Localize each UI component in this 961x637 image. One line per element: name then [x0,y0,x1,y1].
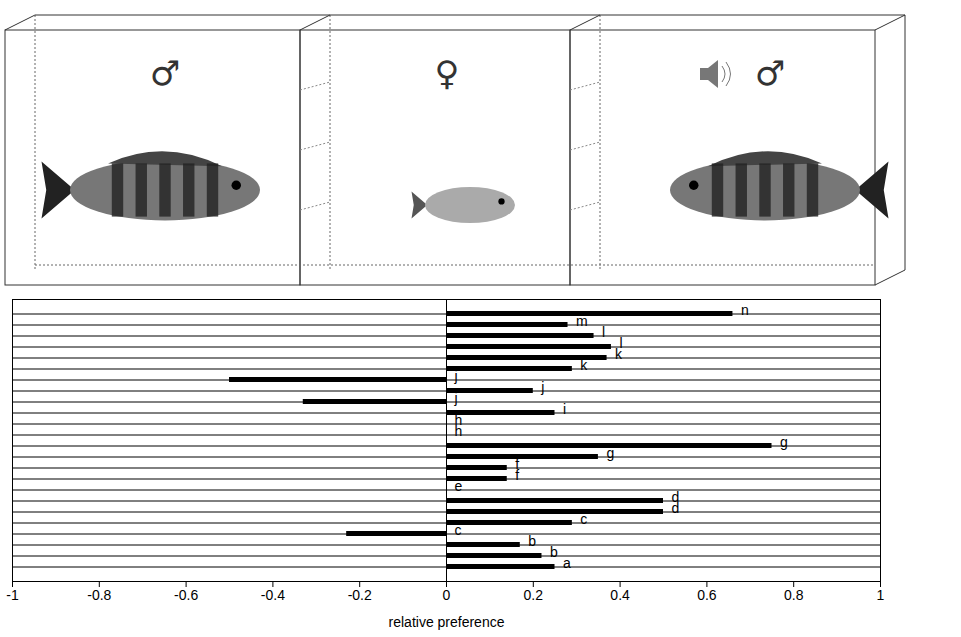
svg-text:b: b [550,544,558,560]
svg-text:-0.2: -0.2 [348,587,372,603]
svg-text:m: m [576,313,588,329]
svg-text:0.4: 0.4 [610,587,630,603]
svg-text:0.8: 0.8 [784,587,804,603]
svg-text:l: l [619,335,622,351]
svg-text:n: n [741,302,749,318]
svg-text:relative preference: relative preference [389,614,505,630]
svg-text:-0.6: -0.6 [174,587,198,603]
svg-text:g: g [780,434,788,450]
svg-text:-0.8: -0.8 [87,587,111,603]
svg-text:h: h [454,423,463,440]
svg-text:l: l [602,324,605,340]
svg-text:d: d [672,489,680,505]
svg-text:e: e [455,478,463,494]
svg-text:f: f [515,456,519,472]
svg-text:c: c [580,511,587,527]
svg-text:1: 1 [877,587,885,603]
svg-text:k: k [580,357,588,373]
svg-text:c: c [455,522,462,538]
svg-text:f: f [515,467,520,484]
svg-text:♂: ♂ [150,53,180,93]
svg-text:0.2: 0.2 [524,587,544,603]
svg-text:♀: ♀ [435,53,460,93]
svg-text:j: j [454,390,458,406]
svg-text:a: a [563,555,571,571]
svg-text:j: j [540,379,544,395]
svg-text:-0.4: -0.4 [261,587,285,603]
svg-text:b: b [528,533,536,549]
svg-text:0: 0 [443,587,451,603]
svg-text:♂: ♂ [755,53,785,93]
svg-text:d: d [671,500,680,517]
svg-text:-1: -1 [6,587,19,603]
svg-text:j: j [454,368,458,384]
svg-text:i: i [563,401,566,417]
svg-text:h: h [455,412,463,428]
svg-text:k: k [615,346,623,363]
svg-text:0.6: 0.6 [697,587,717,603]
svg-text:g: g [606,445,614,461]
